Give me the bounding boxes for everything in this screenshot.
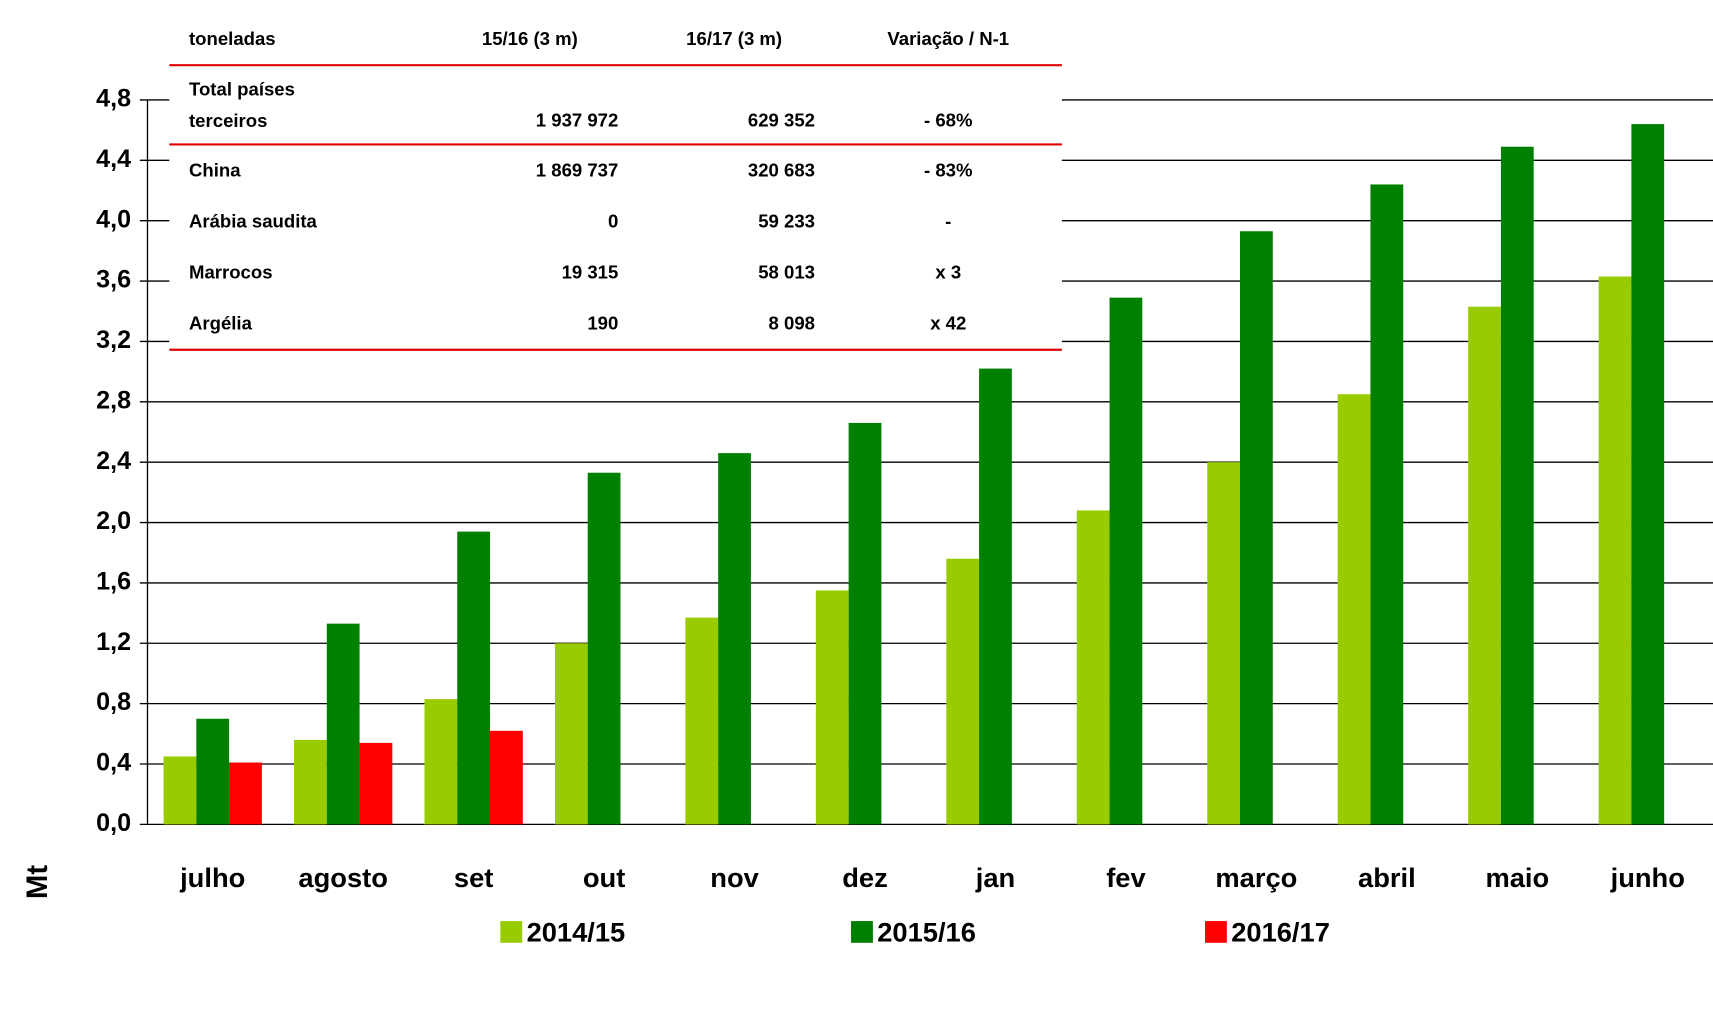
table-cell: Arábia saudita bbox=[189, 211, 318, 232]
y-tick-label: 0,0 bbox=[96, 809, 131, 837]
y-tick-label: 2,0 bbox=[96, 507, 131, 535]
y-tick-label: 4,0 bbox=[96, 205, 131, 233]
bar bbox=[196, 718, 230, 825]
x-tick-label: junho bbox=[1610, 862, 1685, 893]
y-tick-label: 1,2 bbox=[96, 628, 131, 656]
y-tick-label: 4,4 bbox=[96, 145, 131, 173]
bar bbox=[359, 742, 393, 825]
legend-label: 2014/15 bbox=[527, 916, 626, 947]
bar bbox=[1076, 510, 1110, 825]
legend-swatch bbox=[851, 921, 873, 943]
bar bbox=[1631, 124, 1665, 825]
table-header: Variação / N-1 bbox=[887, 28, 1009, 49]
table-cell: 0 bbox=[608, 211, 618, 232]
legend-swatch bbox=[1204, 921, 1227, 943]
bar bbox=[946, 558, 980, 825]
table-header: 15/16 (3 m) bbox=[482, 28, 578, 49]
bar bbox=[326, 623, 360, 825]
table-cell: Total países terceiros bbox=[188, 79, 295, 132]
y-tick-label: 2,4 bbox=[96, 447, 131, 475]
x-tick-label: abril bbox=[1358, 862, 1416, 893]
bar bbox=[1500, 146, 1534, 825]
legend-swatch bbox=[500, 921, 523, 943]
table-cell: Argélia bbox=[189, 313, 253, 334]
table-cell-wrap: Total países terceiros bbox=[188, 79, 295, 132]
bar bbox=[457, 531, 491, 825]
bar bbox=[848, 422, 882, 825]
table-cell: Marrocos bbox=[189, 262, 273, 283]
y-tick-label: 0,4 bbox=[96, 749, 131, 777]
bar bbox=[1370, 184, 1404, 825]
bar bbox=[718, 453, 751, 825]
table-cell: 8 098 bbox=[769, 313, 815, 334]
y-tick-label: 3,6 bbox=[96, 266, 131, 294]
x-tick-label: set bbox=[454, 862, 493, 893]
table-cell: x 42 bbox=[930, 313, 966, 334]
bar bbox=[294, 739, 327, 825]
bar bbox=[1240, 231, 1273, 825]
bar bbox=[815, 590, 849, 825]
x-tick-label: julho bbox=[179, 862, 245, 893]
table-header: 16/17 (3 m) bbox=[686, 28, 782, 49]
table-cell: - 68% bbox=[924, 110, 972, 131]
table-cell: - bbox=[945, 211, 951, 232]
table-cell: 58 013 bbox=[758, 262, 815, 283]
x-tick-label: março bbox=[1215, 862, 1297, 893]
y-tick-label: 3,2 bbox=[96, 326, 131, 354]
bar bbox=[554, 643, 588, 825]
x-tick-label: maio bbox=[1485, 862, 1549, 893]
x-tick-label: dez bbox=[842, 862, 888, 893]
bar bbox=[685, 617, 719, 825]
y-tick-label: 2,8 bbox=[96, 386, 131, 414]
table-cell: 59 233 bbox=[758, 211, 815, 232]
table-cell: 629 352 bbox=[748, 110, 815, 131]
table-cell: 1 869 737 bbox=[536, 160, 619, 181]
x-tick-label: fev bbox=[1106, 862, 1146, 893]
y-axis-label: Mt bbox=[21, 865, 54, 899]
table-cell: 320 683 bbox=[748, 160, 815, 181]
x-tick-label: agosto bbox=[298, 862, 387, 893]
table-cell: x 3 bbox=[935, 262, 961, 283]
table-background bbox=[169, 13, 1062, 350]
y-tick-label: 1,6 bbox=[96, 568, 131, 596]
bar bbox=[1598, 276, 1632, 825]
bar bbox=[587, 472, 621, 825]
table-cell: 1 937 972 bbox=[536, 110, 619, 131]
bar bbox=[163, 756, 197, 825]
bar bbox=[1207, 462, 1241, 825]
legend-label: 2015/16 bbox=[877, 916, 976, 947]
bar bbox=[1468, 306, 1501, 825]
table-cell: 190 bbox=[587, 313, 618, 334]
y-tick-label: 0,8 bbox=[96, 688, 131, 716]
x-tick-label: jan bbox=[975, 862, 1015, 893]
bar bbox=[229, 762, 262, 825]
bar bbox=[1109, 297, 1143, 825]
bar bbox=[490, 730, 523, 825]
bar bbox=[1337, 394, 1371, 825]
x-tick-label: nov bbox=[710, 862, 759, 893]
x-tick-label: out bbox=[583, 862, 625, 893]
bar bbox=[424, 699, 458, 825]
table-header: toneladas bbox=[189, 28, 276, 49]
y-tick-label: 4,8 bbox=[96, 85, 131, 113]
table-cell: - 83% bbox=[924, 160, 972, 181]
table-cell: 19 315 bbox=[562, 262, 619, 283]
bar bbox=[979, 368, 1012, 825]
table-cell: China bbox=[189, 160, 241, 181]
legend-label: 2016/17 bbox=[1231, 916, 1330, 947]
